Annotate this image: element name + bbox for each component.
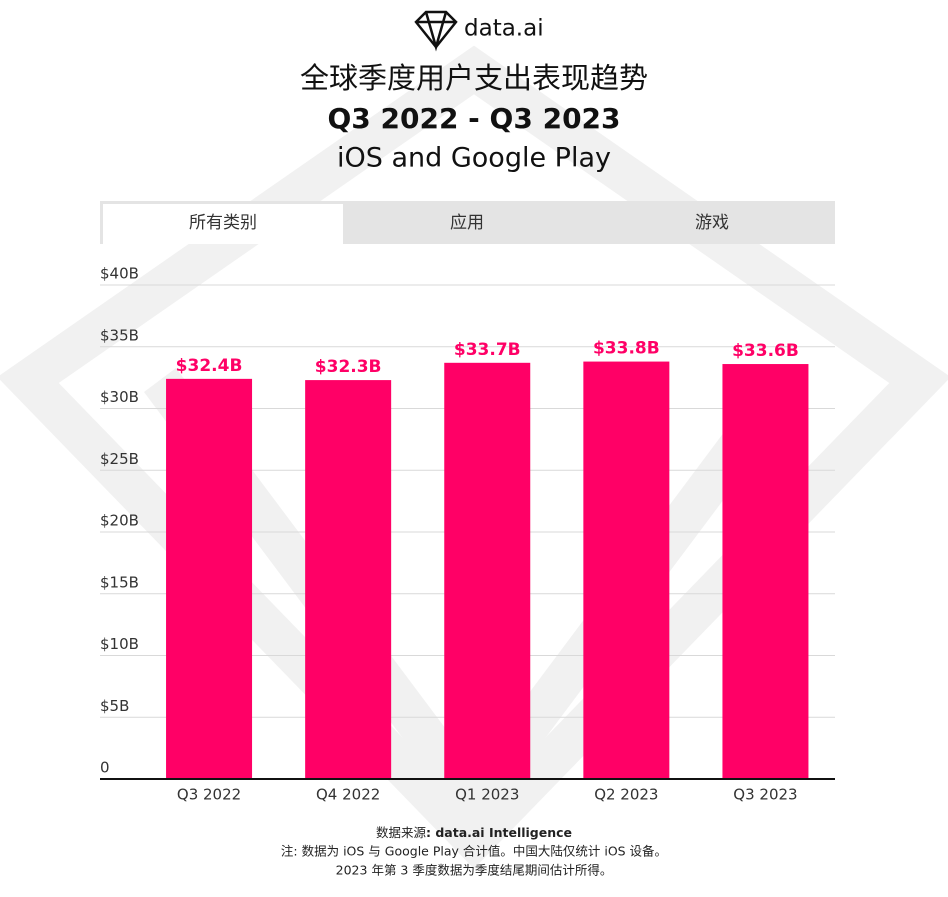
active-tab[interactable] xyxy=(103,204,343,244)
x-tick-label: Q1 2023 xyxy=(455,786,519,804)
note: 注: 数据为 iOS 与 Google Play 合计值。中国大陆仅统计 iOS… xyxy=(281,844,667,859)
bar xyxy=(583,361,670,779)
x-tick-label: Q4 2022 xyxy=(316,786,380,804)
y-tick-label: $5B xyxy=(100,697,129,715)
subtitle: Q3 2022 - Q3 2023 xyxy=(327,102,620,135)
platforms: iOS and Google Play xyxy=(337,143,611,174)
tab[interactable]: 所有类别 xyxy=(189,213,257,233)
y-tick-label: $35B xyxy=(100,326,139,344)
logo-text: data.ai xyxy=(464,16,544,42)
value-label: $33.6B xyxy=(732,341,799,361)
source: 数据来源: data.ai Intelligence xyxy=(376,825,572,840)
value-label: $32.4B xyxy=(176,356,243,376)
y-tick-label: $20B xyxy=(100,512,139,530)
value-label: $33.8B xyxy=(593,339,660,359)
y-tick-label: $40B xyxy=(100,265,139,283)
source-name: : data.ai Intelligence xyxy=(426,825,572,840)
value-label: $33.7B xyxy=(454,340,521,360)
y-tick-label: $10B xyxy=(100,635,139,653)
x-tick-label: Q3 2022 xyxy=(177,786,241,804)
y-tick-label: $15B xyxy=(100,573,139,591)
title: 全球季度用户支出表现趋势 xyxy=(300,61,648,95)
y-tick-label: $25B xyxy=(100,450,139,468)
bar xyxy=(722,364,809,779)
value-label: $32.3B xyxy=(315,357,382,377)
bar xyxy=(444,362,531,779)
y-tick-label: 0 xyxy=(100,759,110,777)
watermark xyxy=(0,45,948,869)
note: 2023 年第 3 季度数据为季度结尾期间估计所得。 xyxy=(336,863,613,878)
source-label: 数据来源 xyxy=(376,825,427,840)
y-tick-label: $30B xyxy=(100,388,139,406)
tab[interactable]: 应用 xyxy=(450,213,484,233)
tab[interactable]: 游戏 xyxy=(695,213,729,233)
bar xyxy=(166,378,253,779)
x-tick-label: Q2 2023 xyxy=(594,786,658,804)
bar xyxy=(305,380,392,779)
x-tick-label: Q3 2023 xyxy=(733,786,797,804)
logo-icon xyxy=(414,10,458,52)
